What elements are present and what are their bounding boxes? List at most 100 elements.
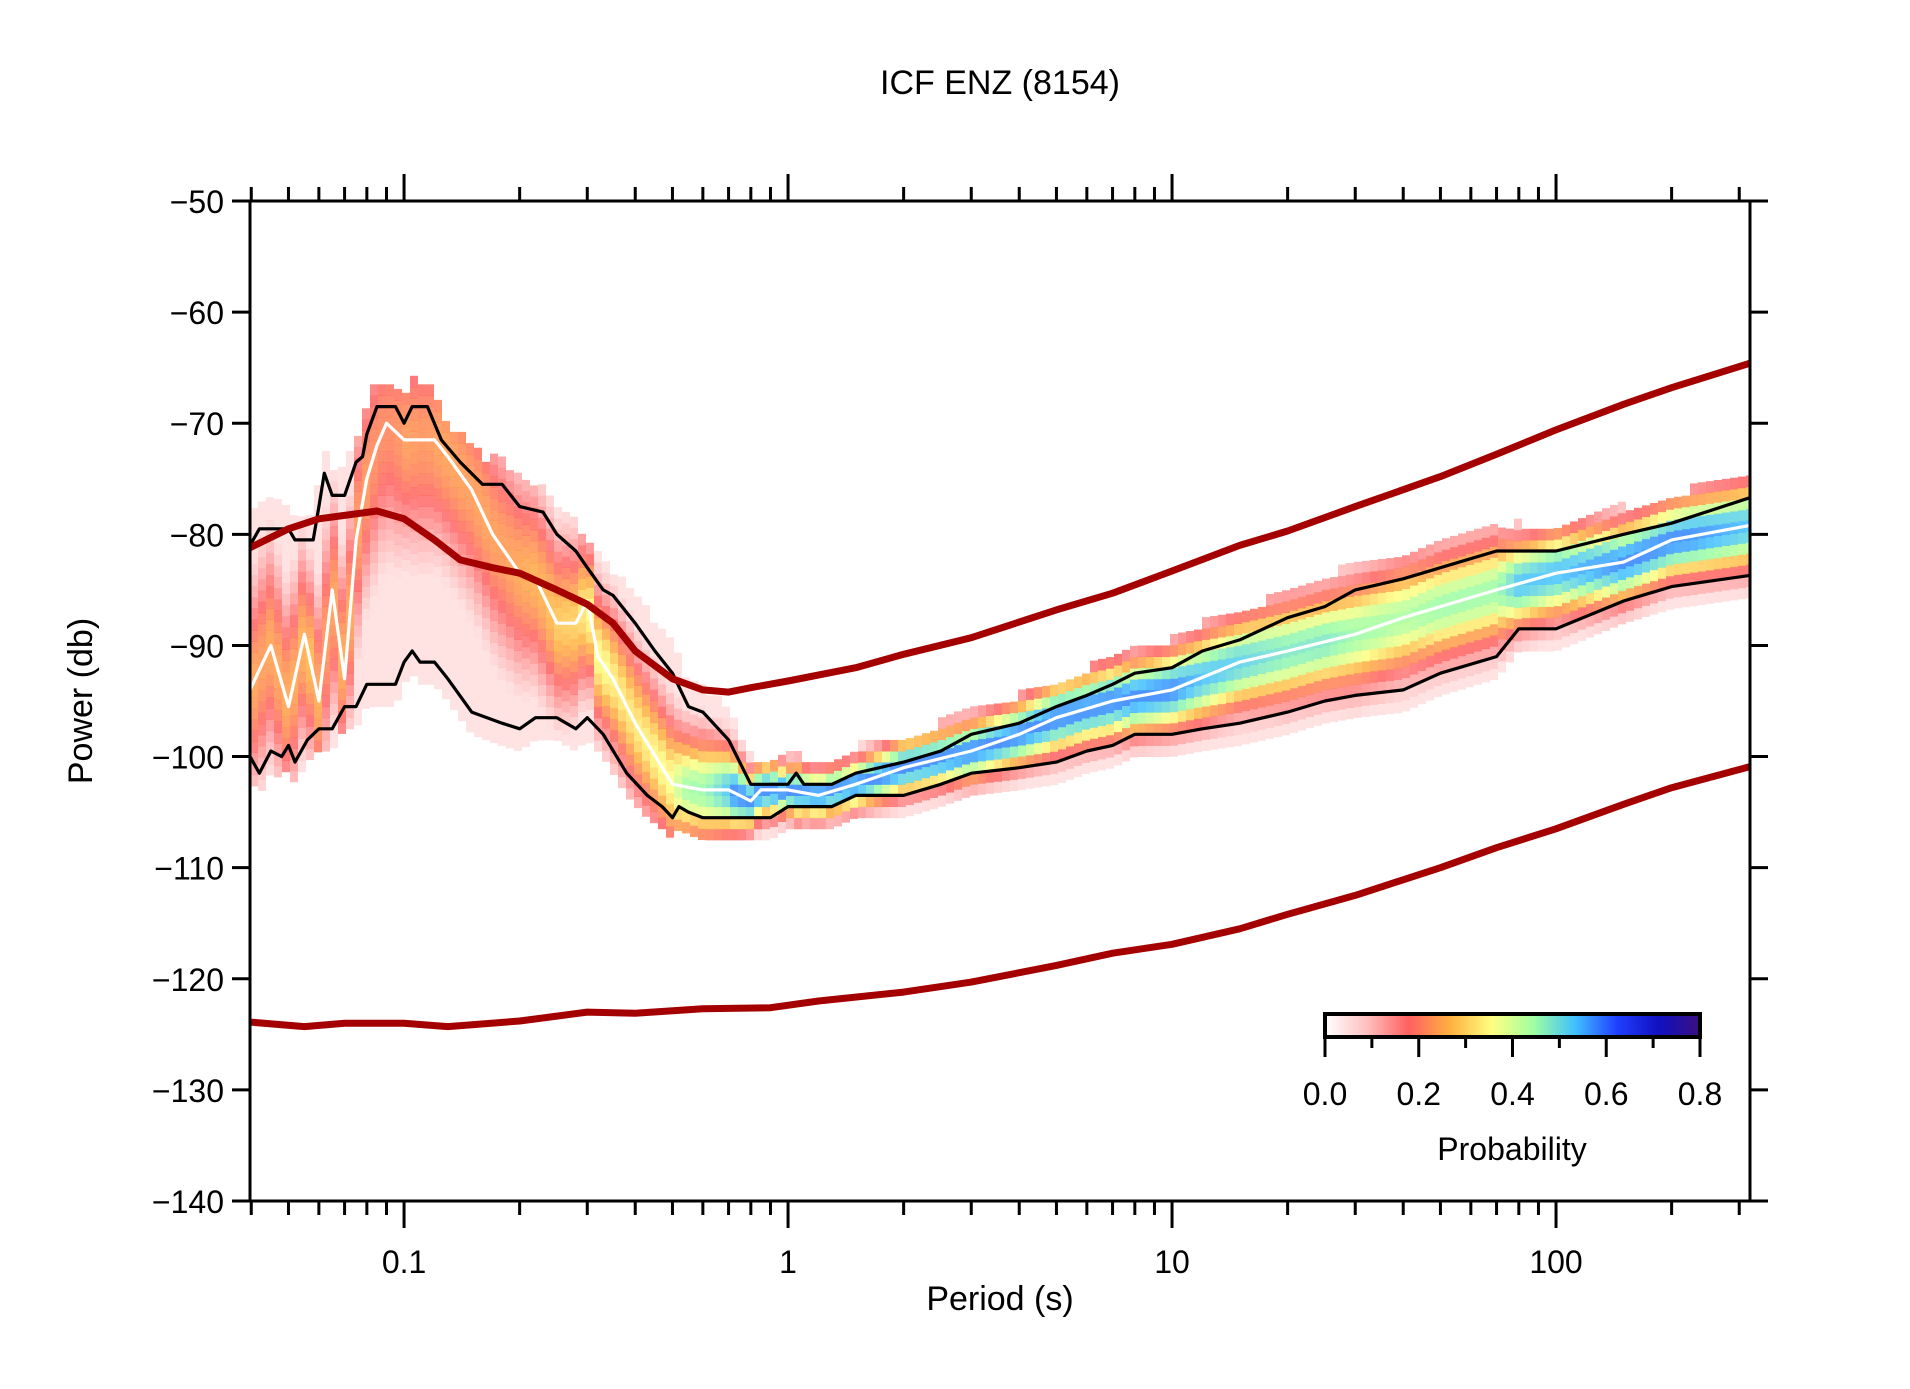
density-cell bbox=[298, 627, 306, 639]
density-cell bbox=[1714, 579, 1722, 592]
density-cell bbox=[794, 795, 802, 808]
density-cell bbox=[1666, 553, 1674, 566]
density-cell bbox=[1346, 640, 1354, 653]
density-cell bbox=[338, 622, 346, 634]
density-cell bbox=[1642, 538, 1650, 551]
density-cell bbox=[442, 443, 450, 455]
density-cell bbox=[1498, 549, 1506, 562]
density-cell bbox=[1146, 656, 1154, 669]
density-cell bbox=[274, 732, 282, 745]
density-cell bbox=[1186, 742, 1194, 754]
density-cell bbox=[346, 495, 354, 508]
density-cell bbox=[538, 617, 546, 630]
density-cell bbox=[498, 734, 506, 746]
density-cell bbox=[634, 718, 642, 731]
density-cell bbox=[1538, 551, 1546, 563]
density-cell bbox=[1546, 539, 1554, 552]
density-cell bbox=[826, 784, 834, 796]
density-cell bbox=[594, 628, 602, 641]
density-cell bbox=[1554, 561, 1562, 573]
density-cell bbox=[370, 439, 378, 452]
density-cell bbox=[514, 661, 522, 674]
density-cell bbox=[1682, 595, 1690, 608]
density-cell bbox=[458, 698, 466, 711]
density-cell bbox=[370, 551, 378, 563]
density-cell bbox=[1314, 714, 1322, 726]
density-cell bbox=[378, 651, 386, 663]
density-cell bbox=[682, 744, 690, 756]
density-cell bbox=[410, 564, 418, 577]
density-cell bbox=[1370, 704, 1378, 716]
density-cell bbox=[1346, 607, 1354, 620]
density-cell bbox=[674, 763, 682, 776]
density-cell bbox=[274, 554, 282, 567]
density-cell bbox=[578, 700, 586, 713]
density-cell bbox=[1690, 583, 1698, 595]
density-cell bbox=[482, 695, 490, 707]
density-cell bbox=[394, 577, 402, 590]
density-cell bbox=[370, 584, 378, 596]
density-cell bbox=[1394, 590, 1402, 603]
density-cell bbox=[274, 721, 282, 733]
density-cell bbox=[282, 660, 290, 673]
density-cell bbox=[578, 533, 586, 546]
density-cell bbox=[370, 473, 378, 485]
density-cell bbox=[1082, 673, 1090, 686]
density-cell bbox=[458, 598, 466, 611]
density-cell bbox=[1314, 591, 1322, 604]
density-cell bbox=[1090, 738, 1098, 750]
density-cell bbox=[1450, 546, 1458, 559]
density-cell bbox=[338, 677, 346, 690]
density-cell bbox=[490, 731, 498, 743]
density-cell bbox=[250, 741, 258, 754]
density-cell bbox=[562, 578, 570, 591]
density-cell bbox=[1346, 707, 1354, 720]
density-cell bbox=[1466, 608, 1474, 621]
density-cell bbox=[730, 717, 738, 730]
density-cell bbox=[634, 596, 642, 609]
density-cell bbox=[362, 641, 370, 654]
density-cell bbox=[258, 634, 266, 647]
density-cell bbox=[650, 678, 658, 690]
density-cell bbox=[850, 751, 858, 764]
density-cell bbox=[466, 576, 474, 589]
density-cell bbox=[1698, 482, 1706, 494]
density-cell bbox=[1602, 552, 1610, 565]
density-cell bbox=[1330, 588, 1338, 600]
density-cell bbox=[474, 592, 482, 604]
density-cell bbox=[1170, 645, 1178, 657]
density-cell bbox=[258, 579, 266, 591]
density-cell bbox=[618, 587, 626, 600]
density-cell bbox=[1610, 504, 1618, 517]
density-cell bbox=[290, 626, 298, 638]
density-cell bbox=[1706, 547, 1714, 560]
density-cell bbox=[1554, 527, 1562, 540]
density-cell bbox=[1090, 671, 1098, 684]
density-cell bbox=[1154, 701, 1162, 713]
density-cell bbox=[346, 451, 354, 463]
density-cell bbox=[498, 567, 506, 580]
density-cell bbox=[434, 488, 442, 501]
density-cell bbox=[290, 759, 298, 772]
density-cell bbox=[1642, 527, 1650, 540]
density-cell bbox=[1698, 515, 1706, 528]
density-cell bbox=[634, 796, 642, 809]
density-cell bbox=[322, 551, 330, 563]
density-cell bbox=[346, 717, 354, 730]
density-cell bbox=[618, 654, 626, 666]
density-cell bbox=[650, 722, 658, 735]
density-cell bbox=[858, 784, 866, 796]
density-cell bbox=[626, 754, 634, 767]
density-cell bbox=[490, 586, 498, 599]
density-cell bbox=[418, 462, 426, 474]
density-cell bbox=[354, 613, 362, 626]
density-cell bbox=[1722, 578, 1730, 591]
density-cell bbox=[1498, 594, 1506, 606]
density-cell bbox=[258, 701, 266, 714]
density-cell bbox=[490, 575, 498, 588]
density-cell bbox=[938, 750, 946, 763]
density-cell bbox=[1242, 699, 1250, 712]
density-cell bbox=[458, 631, 466, 644]
density-cell bbox=[522, 546, 530, 559]
density-cell bbox=[410, 620, 418, 632]
